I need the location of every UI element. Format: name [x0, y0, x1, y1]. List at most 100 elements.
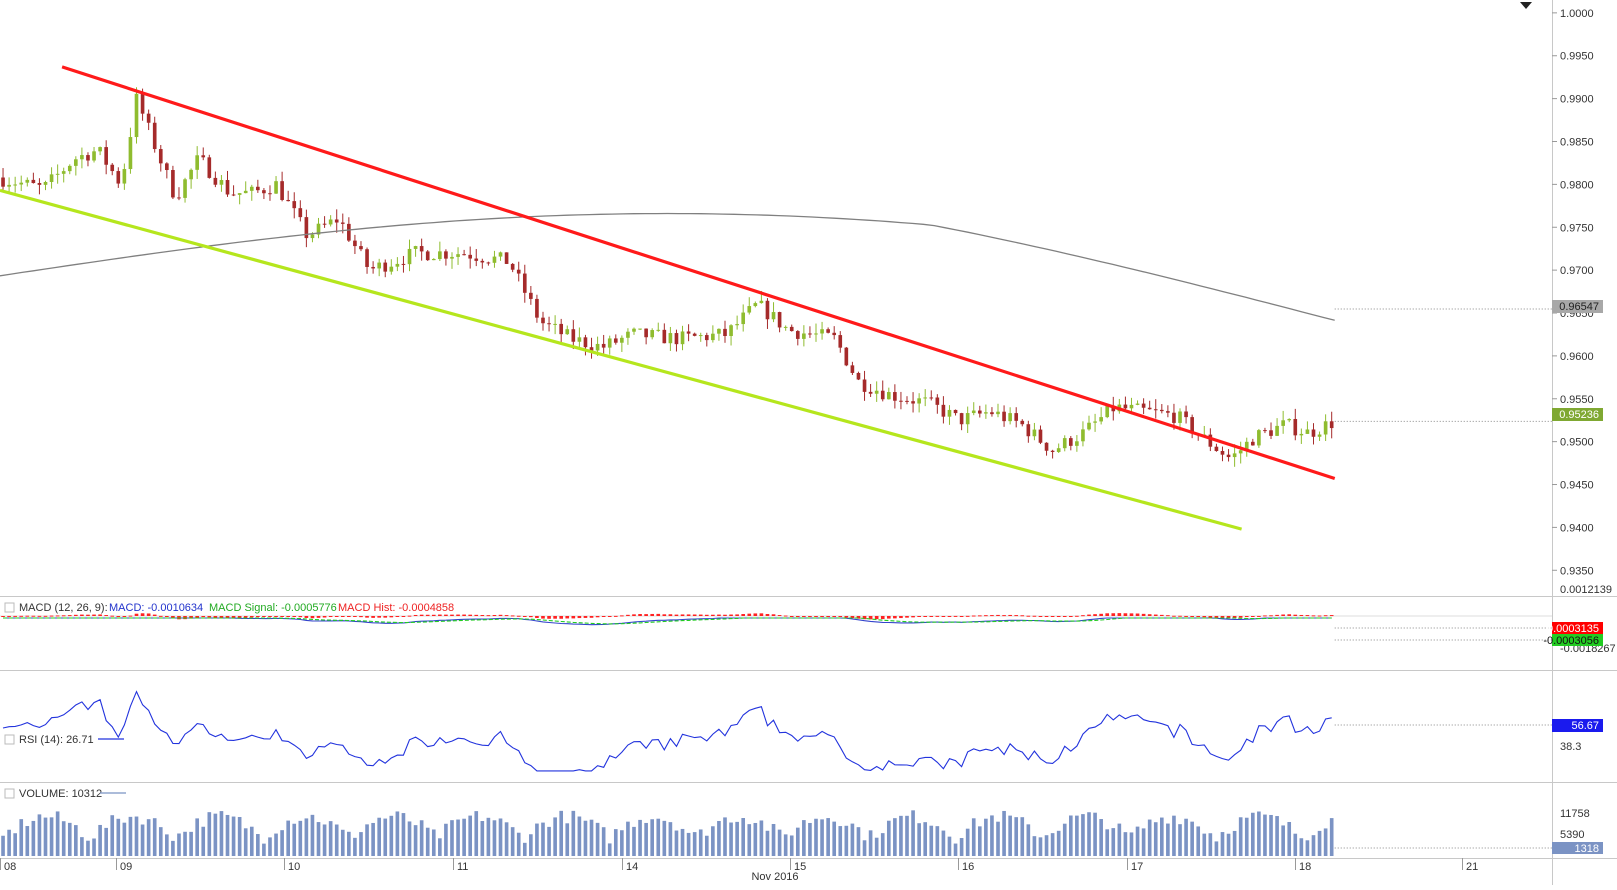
candle[interactable]	[61, 167, 66, 183]
candle[interactable]	[49, 167, 54, 189]
candle[interactable]	[1026, 420, 1031, 443]
candle[interactable]	[1311, 423, 1316, 445]
candle[interactable]	[832, 326, 837, 340]
candle[interactable]	[1050, 449, 1055, 459]
candle[interactable]	[492, 250, 497, 268]
candle[interactable]	[158, 145, 163, 172]
candle[interactable]	[165, 162, 169, 179]
candle[interactable]	[334, 209, 339, 233]
candle[interactable]	[795, 330, 800, 346]
candle[interactable]	[92, 147, 96, 163]
candle[interactable]	[195, 146, 199, 179]
candle[interactable]	[322, 216, 327, 228]
candle[interactable]	[425, 250, 430, 261]
candle[interactable]	[753, 301, 758, 308]
candle[interactable]	[844, 346, 849, 367]
candle[interactable]	[771, 302, 776, 323]
candle[interactable]	[7, 177, 11, 193]
candle[interactable]	[711, 325, 715, 343]
candle[interactable]	[747, 297, 752, 315]
candle[interactable]	[74, 156, 78, 176]
candle[interactable]	[971, 402, 976, 416]
support-trendline[interactable]	[0, 188, 1243, 531]
candle[interactable]	[431, 258, 436, 261]
candle[interactable]	[401, 255, 406, 273]
candle[interactable]	[1147, 400, 1152, 410]
candle[interactable]	[613, 334, 618, 345]
resistance-trendline[interactable]	[61, 65, 1336, 481]
candle[interactable]	[1099, 407, 1103, 425]
candle[interactable]	[110, 163, 115, 176]
candle[interactable]	[547, 316, 551, 332]
candle[interactable]	[1141, 398, 1146, 415]
candle[interactable]	[395, 257, 400, 272]
chart-menu-dropdown-icon[interactable]	[1518, 0, 1534, 10]
candle[interactable]	[1093, 413, 1097, 432]
candle[interactable]	[607, 335, 612, 355]
candle[interactable]	[1123, 396, 1128, 411]
candle[interactable]	[1214, 443, 1219, 452]
candle[interactable]	[959, 412, 964, 431]
candle[interactable]	[850, 361, 855, 376]
candle[interactable]	[984, 404, 988, 419]
candle[interactable]	[31, 172, 36, 184]
candle[interactable]	[207, 154, 212, 179]
candle[interactable]	[353, 234, 357, 255]
candle[interactable]	[977, 405, 982, 418]
candle[interactable]	[25, 177, 30, 187]
candle[interactable]	[729, 324, 733, 346]
candle[interactable]	[419, 238, 424, 261]
candle[interactable]	[1044, 442, 1049, 456]
candle[interactable]	[1244, 437, 1249, 457]
candle[interactable]	[1257, 428, 1261, 448]
candle[interactable]	[86, 152, 90, 167]
candle[interactable]	[1250, 438, 1255, 446]
candle[interactable]	[37, 178, 42, 195]
candle[interactable]	[444, 249, 448, 266]
candle[interactable]	[225, 170, 230, 197]
rsi-panel[interactable]	[2, 690, 1552, 772]
candle[interactable]	[1062, 435, 1067, 452]
candle[interactable]	[990, 407, 994, 417]
candle[interactable]	[1068, 436, 1073, 451]
candle[interactable]	[777, 311, 782, 333]
candle[interactable]	[316, 217, 321, 239]
candle[interactable]	[686, 324, 691, 342]
candle[interactable]	[886, 387, 891, 400]
candle[interactable]	[735, 315, 739, 330]
candle[interactable]	[274, 176, 278, 194]
candle[interactable]	[1081, 421, 1085, 447]
candle[interactable]	[1232, 444, 1237, 467]
candle[interactable]	[98, 146, 102, 156]
candle[interactable]	[304, 209, 309, 248]
candle[interactable]	[935, 394, 940, 414]
candle[interactable]	[826, 327, 830, 334]
candle[interactable]	[953, 409, 958, 416]
candle[interactable]	[146, 109, 151, 131]
candle[interactable]	[704, 332, 709, 347]
candle[interactable]	[1159, 404, 1164, 414]
candle[interactable]	[1184, 405, 1188, 424]
candle[interactable]	[1014, 407, 1019, 428]
candle[interactable]	[1038, 425, 1043, 445]
candle[interactable]	[462, 249, 466, 256]
candle[interactable]	[486, 261, 491, 266]
candle[interactable]	[1329, 411, 1334, 439]
candle[interactable]	[905, 396, 909, 405]
candle[interactable]	[899, 391, 903, 410]
candle[interactable]	[171, 165, 175, 200]
candle[interactable]	[814, 323, 818, 342]
candle[interactable]	[656, 322, 661, 332]
candle[interactable]	[1317, 431, 1322, 441]
candle[interactable]	[783, 325, 788, 331]
candle[interactable]	[717, 328, 721, 341]
candle[interactable]	[820, 321, 824, 340]
candle[interactable]	[407, 239, 412, 272]
candle[interactable]	[456, 247, 460, 265]
candle[interactable]	[328, 215, 333, 227]
candle[interactable]	[474, 249, 479, 267]
candle[interactable]	[67, 164, 72, 175]
candle[interactable]	[1075, 435, 1079, 452]
candle[interactable]	[1275, 418, 1279, 437]
candle[interactable]	[668, 326, 673, 351]
